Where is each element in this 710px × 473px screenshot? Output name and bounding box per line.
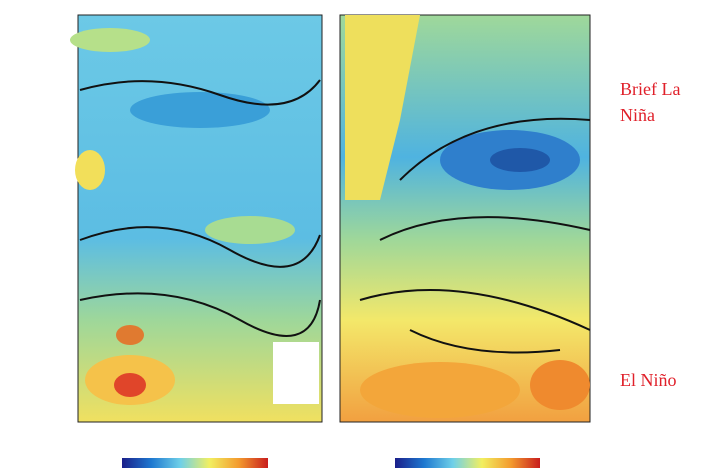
right-panel <box>339 14 591 423</box>
left-panel <box>70 14 323 423</box>
colorbar <box>122 458 268 468</box>
annotation: Brief La Niña <box>620 79 681 125</box>
colorbar <box>395 458 540 468</box>
annotation: El Niño <box>620 370 677 390</box>
